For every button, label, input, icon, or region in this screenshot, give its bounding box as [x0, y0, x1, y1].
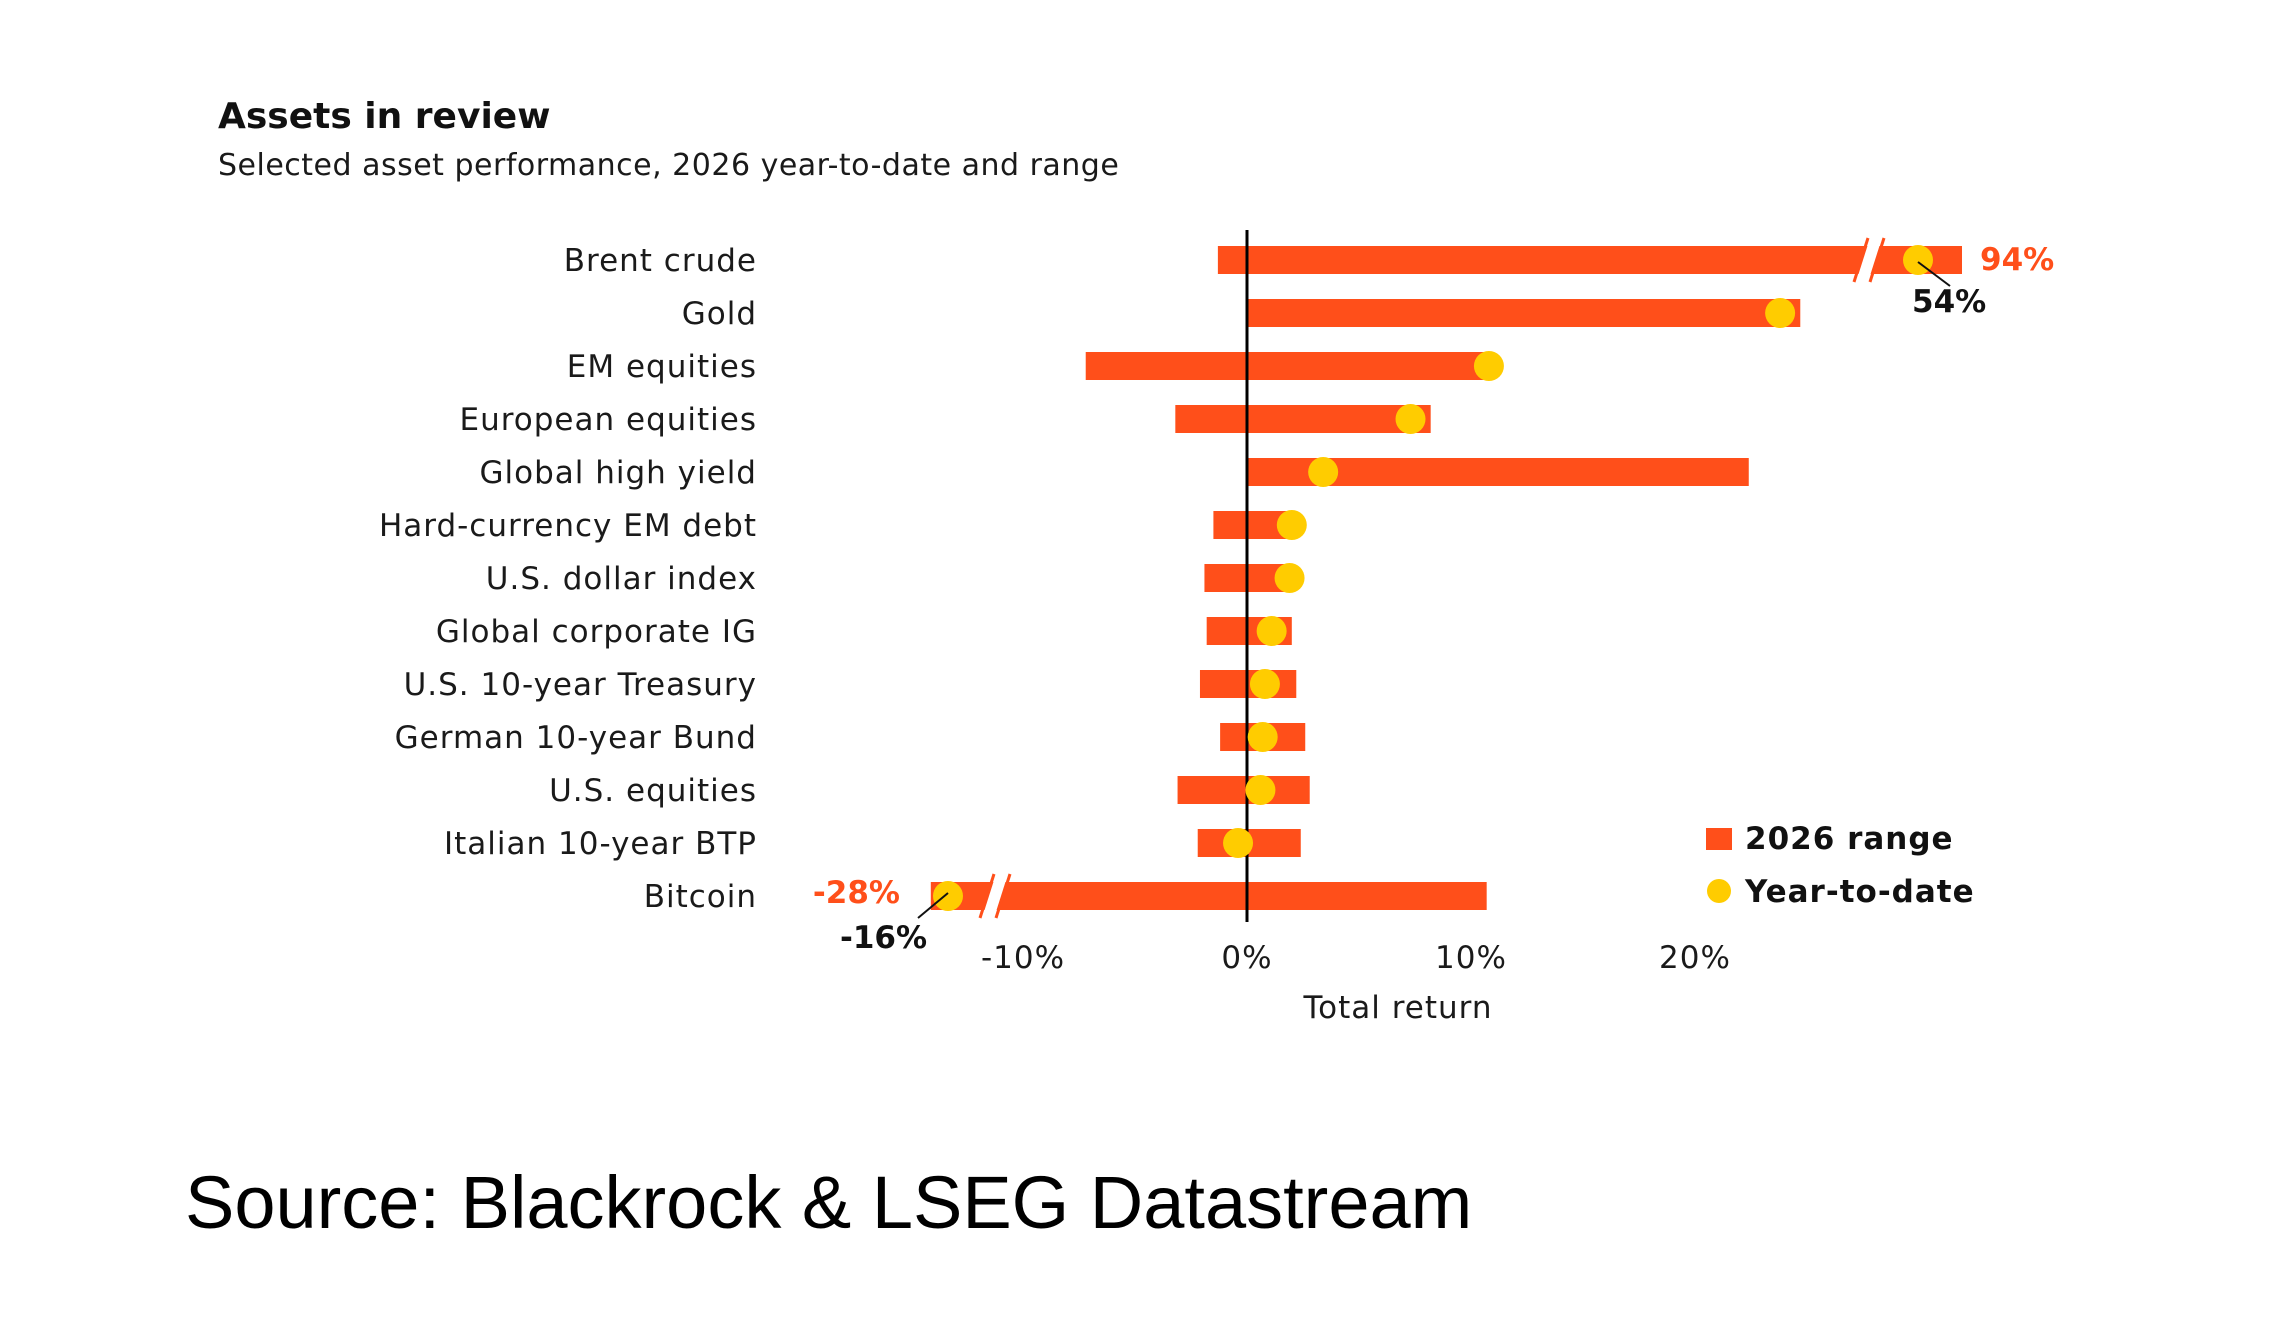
category-label-u-s-10-year-treasury: U.S. 10-year Treasury — [404, 667, 757, 703]
category-label-global-corporate-ig: Global corporate IG — [436, 614, 757, 650]
category-label-u-s-equities: U.S. equities — [549, 773, 757, 809]
ytd-dot-italian-10-year-btp — [1223, 828, 1254, 858]
bitcoin-range-min-label: -28% — [813, 875, 900, 911]
x-axis-ticks: -10% 0% 10% 20% — [981, 940, 1731, 976]
brent-ytd-leader-line — [1917, 261, 1951, 287]
ytd-dot-gold — [1765, 298, 1796, 328]
axis-break-gap — [982, 874, 1008, 918]
x-tick-label: 20% — [1659, 940, 1731, 976]
legend-swatch-range — [1706, 828, 1732, 850]
range-bar-gold — [1247, 299, 1801, 327]
ytd-dot-u-s-10-year-treasury — [1249, 669, 1280, 699]
x-tick-label: -10% — [981, 940, 1065, 976]
source-note: Source: Blackrock & LSEG Datastream — [185, 1161, 1473, 1244]
x-axis-title: Total return — [1302, 990, 1492, 1026]
category-labels: Brent crude Gold EM equities European equit… — [379, 243, 757, 915]
legend: 2026 range Year-to-date — [1706, 821, 1975, 910]
ytd-dot-german-10-year-bund — [1247, 722, 1278, 752]
ytd-dot-global-high-yield — [1308, 457, 1339, 487]
brent-ytd-label: 54% — [1912, 284, 1986, 320]
bitcoin-ytd-leader-line — [917, 892, 949, 919]
axis-breaks — [978, 237, 1886, 919]
bitcoin-ytd-label: -16% — [840, 920, 927, 956]
ytd-dot-european-equities — [1395, 404, 1426, 434]
range-bar-brent-crude — [1217, 246, 1962, 274]
range-bars — [930, 246, 1962, 910]
ytd-dot-bitcoin — [933, 881, 963, 911]
legend-swatch-ytd — [1707, 879, 1731, 903]
ytd-dot-u-s-equities — [1245, 775, 1276, 805]
annotations: 94% 54% -28% -16% — [813, 242, 2054, 956]
category-label-italian-10-year-btp: Italian 10-year BTP — [444, 826, 757, 862]
ytd-markers — [933, 245, 1933, 911]
category-label-european-equities: European equities — [459, 402, 757, 438]
ytd-dot-hard-currency-em-debt — [1276, 510, 1307, 540]
category-label-global-high-yield: Global high yield — [479, 455, 757, 491]
category-label-gold: Gold — [682, 296, 757, 332]
range-bar-em-equities — [1085, 352, 1487, 380]
ytd-dot-em-equities — [1473, 351, 1504, 381]
ytd-dot-u-s-dollar-index — [1274, 563, 1305, 593]
x-tick-label: 0% — [1221, 940, 1272, 976]
category-label-hard-currency-em-debt: Hard-currency EM debt — [379, 508, 757, 544]
axis-break-stroke — [978, 873, 996, 919]
axis-break-gap — [1856, 238, 1882, 282]
range-bar-bitcoin — [930, 882, 1487, 910]
ytd-dot-global-corporate-ig — [1256, 616, 1287, 646]
axis-break-stroke — [1852, 237, 1870, 283]
x-tick-label: 10% — [1435, 940, 1507, 976]
brent-range-max-label: 94% — [1980, 242, 2054, 278]
legend-label-range: 2026 range — [1745, 821, 1954, 857]
range-bar-european-equities — [1175, 405, 1431, 433]
axis-break-stroke — [994, 873, 1012, 919]
category-label-brent-crude: Brent crude — [564, 243, 757, 279]
legend-label-ytd: Year-to-date — [1744, 874, 1975, 910]
chart-title: Assets in review — [218, 96, 550, 137]
range-bar-u-s-equities — [1177, 776, 1310, 804]
axis-break-stroke — [1868, 237, 1886, 283]
category-label-u-s-dollar-index: U.S. dollar index — [486, 561, 757, 597]
chart-subtitle: Selected asset performance, 2026 year-to… — [218, 148, 1119, 183]
category-label-bitcoin: Bitcoin — [644, 879, 757, 915]
category-label-em-equities: EM equities — [567, 349, 757, 385]
category-label-german-10-year-bund: German 10-year Bund — [395, 720, 757, 756]
